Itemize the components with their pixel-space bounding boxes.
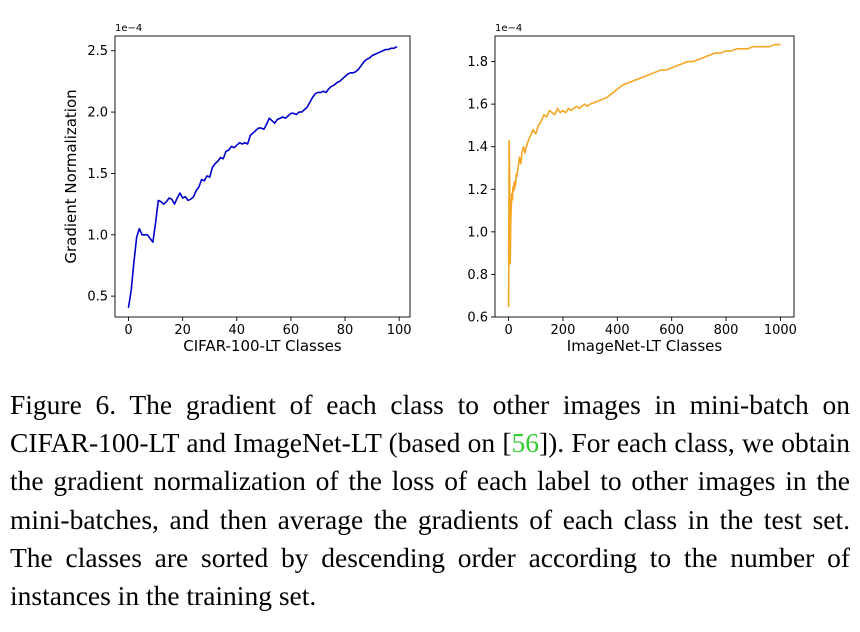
chart-2-y-tick-label-4: 1.4 bbox=[467, 140, 488, 155]
chart-2-frame bbox=[494, 35, 795, 318]
chart-1-y-tick-label-1: 1.0 bbox=[87, 228, 108, 243]
caption-text-before: Figure 6. The gradient of each class to … bbox=[10, 389, 850, 459]
chart-2-y-tick-label-0: 0.6 bbox=[467, 311, 488, 326]
chart-1-y-tick-label-0: 0.5 bbox=[87, 290, 108, 305]
chart-1-y-tick-label-2: 1.5 bbox=[87, 167, 108, 182]
chart-2-y-tick-label-2: 1.0 bbox=[467, 225, 488, 240]
chart-2-y-tick-label-1: 0.8 bbox=[467, 268, 488, 283]
chart-1-x-axis-label: CIFAR-100-LT Classes bbox=[183, 337, 342, 355]
chart-2-y-tick-label-5: 1.6 bbox=[467, 98, 488, 113]
chart-1-y-tick-label-4: 2.5 bbox=[87, 44, 108, 59]
chart-2-x-tick-label-0: 0 bbox=[504, 323, 512, 338]
chart-1-x-tick-label-4: 80 bbox=[337, 323, 354, 338]
chart-1-frame bbox=[114, 35, 411, 318]
chart-2-series-line-0 bbox=[507, 43, 781, 308]
chart-1-y-axis-label: Gradient Normalization bbox=[62, 89, 80, 263]
chart-2-y-tick-label-3: 1.2 bbox=[467, 183, 488, 198]
chart-1: 0 20 40 60 80 100 0.5 1.0 1.5 2.0 2.5 1e−4 CIFAR-100… bbox=[62, 23, 412, 355]
caption-text-after: ]). For each class, we obtain the gradie… bbox=[10, 427, 850, 612]
chart-1-x-tick-label-2: 40 bbox=[229, 323, 246, 338]
chart-2-x-tick-label-2: 400 bbox=[605, 323, 630, 338]
chart-1-x-tick-label-1: 20 bbox=[174, 323, 191, 338]
chart-2-x-tick-label-3: 600 bbox=[659, 323, 684, 338]
caption-citation-link[interactable]: 56 bbox=[511, 427, 539, 459]
chart-1-x-tick-label-5: 100 bbox=[387, 323, 412, 338]
chart-2-x-tick-label-1: 200 bbox=[551, 323, 576, 338]
chart-2-x-axis-label: ImageNet-LT Classes bbox=[567, 337, 723, 355]
chart-1-exponent-label: 1e−4 bbox=[115, 23, 142, 34]
chart-2-exponent-label: 1e−4 bbox=[495, 23, 522, 34]
chart-2-y-tick-label-6: 1.8 bbox=[467, 55, 488, 70]
chart-1-x-tick-label-3: 60 bbox=[283, 323, 300, 338]
figure-caption: Figure 6. The gradient of each class to … bbox=[10, 386, 850, 615]
figure: 0 20 40 60 80 100 0.5 1.0 1.5 2.0 2.5 1e−4 CIFAR-100… bbox=[62, 23, 797, 355]
chart-1-y-tick-label-3: 2.0 bbox=[87, 106, 108, 121]
chart-1-x-tick-label-0: 0 bbox=[124, 323, 132, 338]
chart-2-x-tick-label-4: 800 bbox=[714, 323, 739, 338]
chart-2-x-tick-label-5: 1000 bbox=[764, 323, 797, 338]
chart-2: 0 200 400 600 800 1000 0.6 0.8 1.0 1.2 1.4 1.6 1.8 1e… bbox=[467, 23, 797, 355]
chart-1-series-line-0 bbox=[127, 46, 398, 308]
